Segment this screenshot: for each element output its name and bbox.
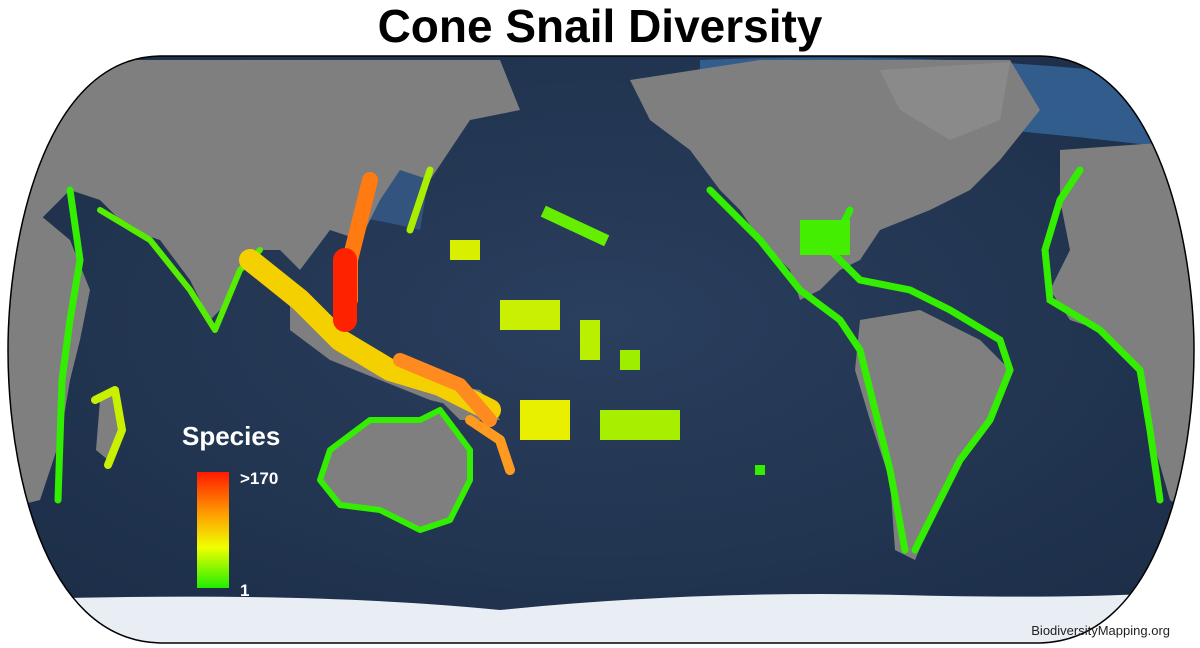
legend: Species >170 1 — [182, 421, 280, 600]
range-coral-sea — [465, 415, 515, 475]
americas-coast — [706, 166, 1164, 554]
range-pacific-americas — [706, 186, 909, 554]
range-madagascar — [91, 386, 126, 469]
legend-max-label: >170 — [240, 469, 278, 488]
credit: BiodiversityMapping.org — [1031, 623, 1170, 638]
island-group — [540, 205, 610, 247]
map-body — [8, 56, 1194, 643]
range-australia — [317, 407, 473, 533]
land-antarctica — [8, 590, 1194, 643]
legend-color-bar — [197, 472, 229, 588]
land-africa-europe — [1050, 140, 1194, 520]
island-group — [600, 410, 680, 440]
legend-min-label: 1 — [240, 581, 249, 600]
diversity-overlay — [54, 166, 515, 533]
land-australia — [320, 410, 470, 530]
legend-title: Species — [182, 421, 280, 451]
range-africa-coast — [54, 186, 84, 504]
island-group — [620, 350, 640, 370]
map-frame — [7, 55, 1195, 644]
range-kuril — [406, 166, 434, 234]
island-group — [520, 400, 570, 440]
land-eurasia — [8, 60, 520, 320]
range-west-africa — [1041, 166, 1164, 504]
range-indonesia — [239, 249, 501, 421]
island-group — [755, 465, 765, 475]
island-group — [500, 300, 560, 330]
range-atlantic-americas — [825, 206, 1014, 554]
range-new-guinea — [393, 353, 497, 427]
land-africa — [8, 215, 90, 510]
land-greenland — [880, 62, 1010, 140]
pacific-islands — [450, 205, 765, 475]
map-title: Cone Snail Diversity — [378, 0, 823, 52]
range-caribbean — [800, 220, 850, 255]
island-group — [580, 320, 600, 360]
island-group — [450, 240, 480, 260]
